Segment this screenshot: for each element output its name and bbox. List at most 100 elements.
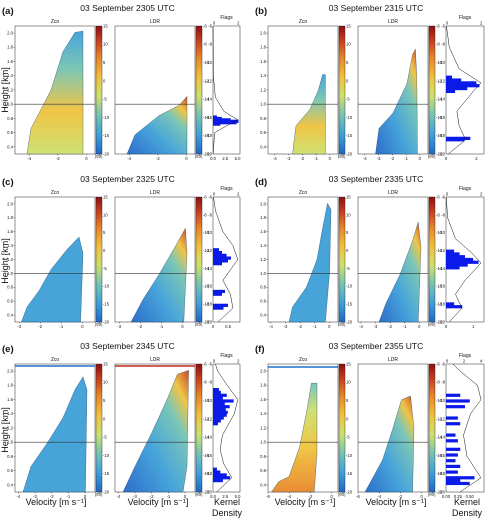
zco-region <box>22 376 88 493</box>
ldr-colorbar-tick: -10 <box>203 398 210 403</box>
x-tick-label: -3 <box>287 156 291 161</box>
flag-top-tick: 2 <box>480 21 483 26</box>
panel-label: (c) <box>2 177 14 188</box>
kde-curve <box>215 363 239 493</box>
flag-top-tick: 2 <box>237 359 240 364</box>
y-tick-label: 1.4 <box>7 411 13 416</box>
x-tick-label: -1 <box>404 156 408 161</box>
zco-colorbar-unit: [dB] <box>95 154 102 159</box>
flag-x-tick: 0.00 <box>442 494 451 499</box>
zco-colorbar-tick: 10 <box>346 380 351 385</box>
y-tick-label: 0.4 <box>260 144 266 149</box>
flag-bar <box>213 467 217 471</box>
zco-colorbar-tick: 15 <box>346 194 351 199</box>
zco-velocity-label: Velocity [m s⁻¹] <box>26 497 87 507</box>
x-tick-label: 0 <box>84 494 87 499</box>
ldr-colorbar-tick: -18 <box>436 133 443 138</box>
zco-colorbar-tick: -5 <box>346 266 350 271</box>
zco-colorbar-tick: 0 <box>346 78 349 83</box>
flag-y-tick: -20 <box>206 319 213 324</box>
flag-y-tick: -6 <box>208 194 212 199</box>
zco-colorbar <box>338 196 346 323</box>
zco-colorbar-tick: -5 <box>346 97 350 102</box>
zco-colorbar-tick: 15 <box>346 361 351 366</box>
flag-top-tick: 2 <box>463 359 466 364</box>
flag-bar <box>446 263 468 267</box>
zco-colorbar-tick: 15 <box>103 194 108 199</box>
ldr-colorbar-tick: -20 <box>436 151 443 156</box>
density-label-right: Density <box>452 508 483 518</box>
zco-colorbar-tick: 15 <box>103 361 108 366</box>
zco-colorbar-tick: -20 <box>103 319 110 324</box>
ldr-colorbar-tick: -16 <box>203 115 210 120</box>
x-tick-label: -2 <box>309 494 313 499</box>
zco-colorbar-tick: 5 <box>346 60 349 65</box>
flag-bar <box>446 252 460 256</box>
zco-colorbar-tick: 5 <box>103 230 106 235</box>
zco-colorbar-tick: 5 <box>103 398 106 403</box>
flag-y-tick: -8 <box>208 42 212 47</box>
y-tick-label: 1.6 <box>260 229 266 234</box>
x-tick-label: 0 <box>328 324 331 329</box>
ldr-region <box>364 395 415 493</box>
x-tick-label: -2 <box>150 494 154 499</box>
ldr-colorbar-tick: -14 <box>436 435 443 440</box>
flag-y-tick: -6 <box>208 23 212 28</box>
y-tick-label: 1.8 <box>7 383 13 388</box>
x-tick-label: 0 <box>181 324 184 329</box>
flags-frame <box>212 25 241 155</box>
ldr-colorbar-tick: -6 <box>436 23 440 28</box>
flag-bar <box>446 470 458 474</box>
flag-bar <box>446 302 455 306</box>
flag-top-tick: 0 <box>446 21 449 26</box>
flag-y-tick: -14 <box>439 435 446 440</box>
flag-bar <box>213 413 227 417</box>
ldr-colorbar-tick: -16 <box>203 453 210 458</box>
y-tick-label: 1.4 <box>260 411 266 416</box>
ldr-colorbar-tick: -18 <box>203 133 210 138</box>
flag-bar <box>446 476 475 480</box>
zco-colorbar-tick: 10 <box>103 42 108 47</box>
flag-bar <box>446 86 468 91</box>
ldr-colorbar-tick: -12 <box>436 248 443 253</box>
y-tick-label: 1.8 <box>260 215 266 220</box>
flag-bar <box>446 136 471 140</box>
x-tick-label: -1 <box>314 156 318 161</box>
flag-bar <box>446 422 461 426</box>
zco-colorbar <box>338 25 346 155</box>
flag-bar <box>213 473 227 477</box>
panel-a: (a) 03 September 2305 UTC Zco LDR Flags 0.4 0.… <box>2 3 241 161</box>
y-tick-label: 1.4 <box>7 243 13 248</box>
ldr-colorbar-tick: -16 <box>203 284 210 289</box>
y-tick-label: 1.4 <box>260 243 266 248</box>
ldr-colorbar-tick: -20 <box>436 319 443 324</box>
ldr-label: LDR <box>150 19 160 25</box>
flag-x-tick: 5.0 <box>235 494 241 499</box>
ldr-colorbar <box>428 196 436 323</box>
flag-y-tick: -14 <box>439 97 446 102</box>
x-tick-label: -4 <box>127 156 131 161</box>
ldr-label: LDR <box>150 357 160 363</box>
zco-colorbar-unit: [dB] <box>95 492 102 497</box>
flag-bar <box>446 481 470 486</box>
ldr-colorbar <box>195 196 203 323</box>
flag-bar <box>446 84 480 88</box>
flag-y-tick: -16 <box>206 453 213 458</box>
ldr-colorbar-tick: -12 <box>203 78 210 83</box>
y-tick-label: 1.6 <box>7 397 13 402</box>
y-tick-label: 0.6 <box>260 468 266 473</box>
ldr-colorbar-tick: -14 <box>436 266 443 271</box>
x-tick-label: 0 <box>85 156 88 161</box>
x-tick-label: 0 <box>419 156 422 161</box>
flag-bar <box>446 255 465 259</box>
flag-y-tick: -6 <box>441 23 445 28</box>
panel-f: (f) 03 September 2355 UTC Zco LDR Flags 0.4 0.… <box>255 341 485 499</box>
y-tick-label: 0.8 <box>260 285 266 290</box>
flag-y-tick: -18 <box>206 302 213 307</box>
ldr-region <box>122 370 189 493</box>
zco-colorbar-tick: -15 <box>103 302 110 307</box>
ldr-colorbar-tick: -18 <box>203 302 210 307</box>
zco-colorbar-tick: -15 <box>346 302 353 307</box>
kde-curve <box>452 363 482 493</box>
